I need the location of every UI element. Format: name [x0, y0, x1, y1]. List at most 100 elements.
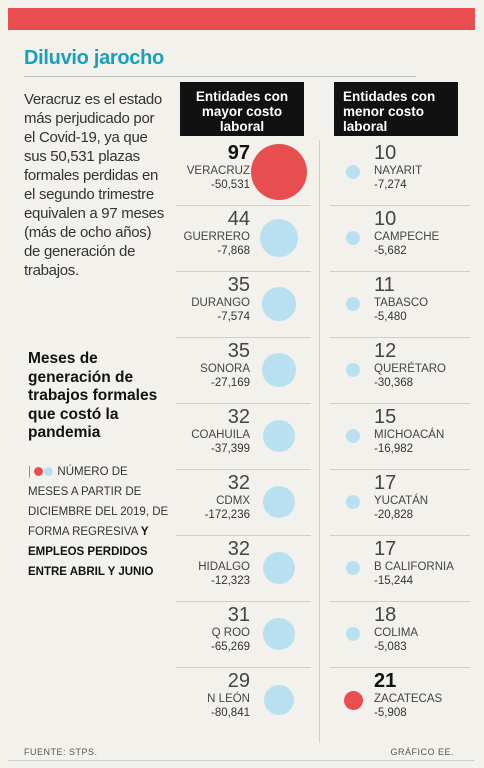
row-separator	[330, 205, 470, 206]
months-label: 17	[374, 538, 397, 560]
row-labels: 32 HIDALGO -12,323	[176, 538, 250, 588]
bubble-mark	[346, 231, 360, 245]
state-label: CDMX	[216, 495, 250, 507]
bubble-mark	[262, 353, 296, 387]
jobs-label: -27,169	[210, 377, 250, 389]
graphic-title: Diluvio jarocho	[24, 47, 164, 69]
row-cdmx: 32 CDMX -172,236	[176, 470, 311, 536]
months-label: 10	[374, 142, 397, 164]
row-veracruz: 97 VERACRUZ -50,531	[176, 140, 311, 206]
row-labels: 31 Q ROO -65,269	[176, 604, 250, 654]
jobs-label: -5,682	[374, 245, 407, 257]
bubble-mark	[346, 297, 360, 311]
top-banner	[8, 8, 475, 30]
row-separator	[330, 271, 470, 272]
state-label: COAHUILA	[191, 429, 250, 441]
row-guerrero: 44 GUERRERO -7,868	[176, 206, 311, 272]
legend-title: Meses de generación de trabajos formales…	[28, 350, 158, 441]
bubble-mark	[263, 618, 295, 650]
row-labels: 32 CDMX -172,236	[176, 472, 250, 522]
months-label: 12	[374, 340, 397, 362]
bubble-mark	[260, 219, 298, 257]
row-labels: 44 GUERRERO -7,868	[176, 208, 250, 258]
row-labels: 97 VERACRUZ -50,531	[176, 142, 250, 192]
row-zacatecas: 21 ZACATECAS -5,908	[330, 668, 470, 734]
jobs-label: -7,868	[217, 245, 250, 257]
bubble-mark	[262, 551, 296, 585]
row-separator	[330, 535, 470, 536]
row-nayarit: 10 NAYARIT -7,274	[330, 140, 470, 206]
bubble-mark	[346, 165, 360, 179]
months-label: 10	[374, 208, 397, 230]
bubble-mark	[263, 684, 295, 716]
months-label: 15	[374, 406, 397, 428]
header-menor-costo: Entidades con menor costo laboral	[334, 82, 458, 136]
state-label: SONORA	[200, 363, 250, 375]
row-labels: 17 YUCATÁN -20,828	[374, 472, 470, 522]
row-q-roo: 31 Q ROO -65,269	[176, 602, 311, 668]
row-separator	[330, 337, 470, 338]
months-label: 31	[227, 604, 250, 626]
jobs-label: -65,269	[210, 641, 250, 653]
jobs-label: -20,828	[374, 509, 414, 521]
row-b-california: 17 B CALIFORNIA -15,244	[330, 536, 470, 602]
row-labels: 18 COLIMA -5,083	[374, 604, 470, 654]
source-note: FUENTE: STPS.	[24, 747, 98, 757]
row-separator	[176, 271, 311, 272]
row-michoacán: 15 MICHOACÁN -16,982	[330, 404, 470, 470]
state-label: ZACATECAS	[374, 693, 443, 705]
jobs-label: -37,399	[210, 443, 250, 455]
row-separator	[330, 601, 470, 602]
row-labels: 32 COAHUILA -37,399	[176, 406, 250, 456]
row-labels: 10 CAMPECHE -5,682	[374, 208, 470, 258]
row-separator	[176, 601, 311, 602]
row-separator	[330, 403, 470, 404]
state-label: NAYARIT	[374, 165, 423, 177]
row-labels: 15 MICHOACÁN -16,982	[374, 406, 470, 456]
bubble-mark	[346, 429, 360, 443]
row-colima: 18 COLIMA -5,083	[330, 602, 470, 668]
jobs-label: -12,323	[210, 575, 250, 587]
months-label: 97	[227, 142, 250, 164]
row-sonora: 35 SONORA -27,169	[176, 338, 311, 404]
months-label: 35	[227, 340, 250, 362]
state-label: Q ROO	[211, 627, 250, 639]
state-label: TABASCO	[374, 297, 429, 309]
bubble-mark	[346, 363, 360, 377]
bubble-mark	[262, 485, 296, 519]
legend-text-bold: Y EMPLEOS PERDIDOS ENTRE ABRIL Y JUNIO	[28, 526, 154, 578]
jobs-label: -7,574	[217, 311, 250, 323]
jobs-label: -30,368	[374, 377, 414, 389]
intro-text: Veracruz es el estado más perjudicado po…	[24, 91, 164, 279]
months-label: 32	[227, 406, 250, 428]
bubble-mark	[346, 627, 360, 641]
state-label: YUCATÁN	[374, 495, 429, 507]
state-label: B CALIFORNIA	[374, 561, 454, 573]
row-separator	[176, 205, 311, 206]
months-label: 32	[227, 472, 250, 494]
row-durango: 35 DURANGO -7,574	[176, 272, 311, 338]
legend-red-dot-icon	[34, 467, 44, 477]
state-label: DURANGO	[191, 297, 250, 309]
bubble-mark	[343, 690, 363, 710]
row-separator	[176, 469, 311, 470]
title-rule	[24, 76, 416, 77]
jobs-label: -15,244	[374, 575, 414, 587]
state-label: MICHOACÁN	[374, 429, 445, 441]
jobs-label: -80,841	[210, 707, 250, 719]
legend-text-regular: NÚMERO DE MESES A PARTIR DE DICIEMBRE DE…	[28, 466, 169, 538]
legend-bar-icon: |	[28, 466, 31, 478]
row-labels: 10 NAYARIT -7,274	[374, 142, 470, 192]
row-separator	[330, 667, 470, 668]
row-separator	[176, 667, 311, 668]
row-separator	[176, 337, 311, 338]
months-label: 29	[227, 670, 250, 692]
bubble-mark	[262, 287, 296, 321]
column-divider	[319, 140, 320, 743]
jobs-label: -7,274	[374, 179, 407, 191]
state-label: HIDALGO	[198, 561, 250, 573]
header-mayor-costo: Entidades con mayor costo laboral	[180, 82, 304, 136]
months-label: 32	[227, 538, 250, 560]
months-label: 11	[374, 274, 395, 296]
state-label: GUERRERO	[183, 231, 250, 243]
